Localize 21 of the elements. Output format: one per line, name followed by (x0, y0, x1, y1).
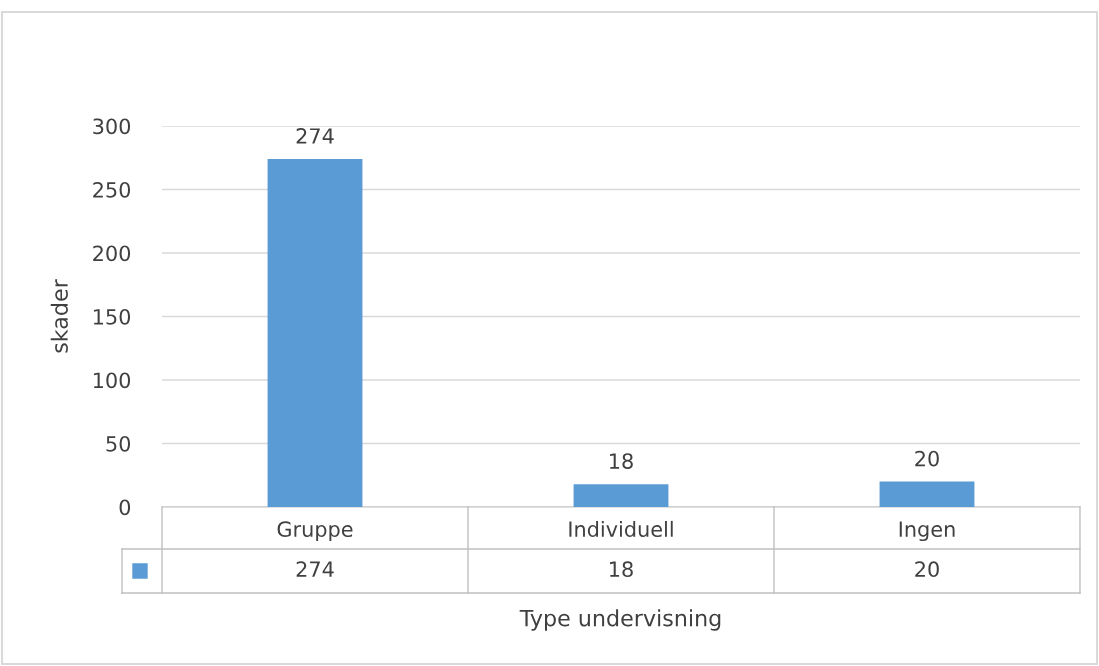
text: 20 (915, 561, 939, 578)
x-tick-label: Individuell (569, 520, 673, 538)
y-tick-label: 50 (106, 435, 131, 452)
bar (573, 484, 669, 507)
data-label: 18 (610, 453, 633, 469)
y-axis-title: skader (50, 279, 68, 353)
x-tick-label: Ingen (899, 521, 955, 542)
y-tick-label: 150 (93, 308, 131, 325)
bar (267, 159, 363, 507)
bar (879, 481, 975, 507)
y-tick-label: 200 (93, 245, 131, 262)
y-tick-label: 100 (93, 372, 131, 389)
data-label: 274 (296, 128, 334, 144)
text: 18 (610, 561, 633, 578)
y-tick-label: 250 (93, 181, 131, 198)
x-tick-label: Gruppe (277, 521, 353, 542)
x-axis-title: Type undervisning (519, 609, 721, 631)
data-label: 20 (915, 450, 939, 467)
text: 274 (296, 561, 334, 577)
y-tick-label: 0 (119, 499, 131, 516)
y-tick-label: 300 (93, 118, 131, 135)
